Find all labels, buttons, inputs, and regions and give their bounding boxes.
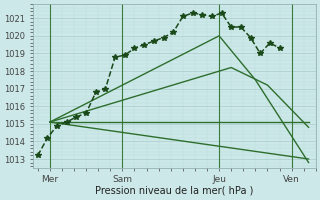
X-axis label: Pression niveau de la mer( hPa ): Pression niveau de la mer( hPa ) — [95, 186, 253, 196]
